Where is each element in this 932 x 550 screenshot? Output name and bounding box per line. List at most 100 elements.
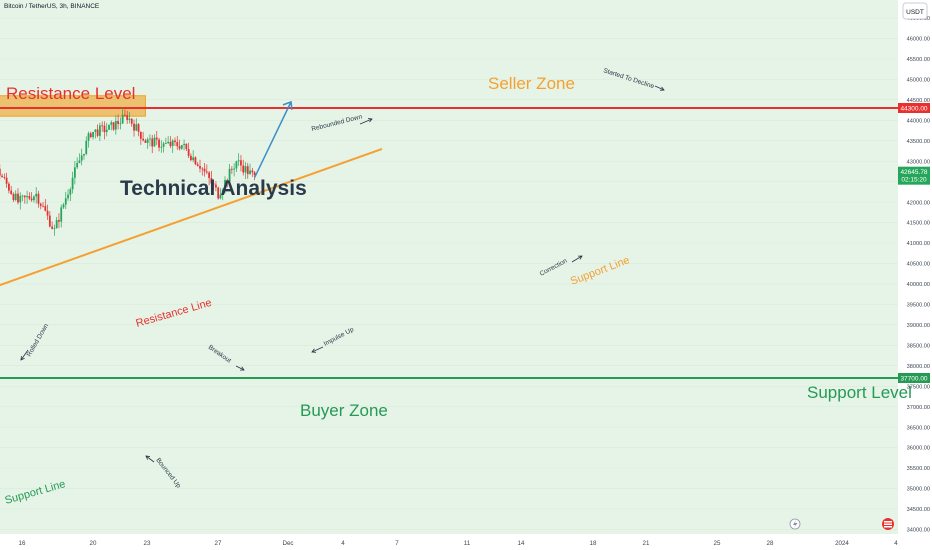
candle (146, 137, 149, 149)
candle-body (92, 131, 94, 138)
symbol-header: Bitcoin / TetherUS, 3h, BINANCE (4, 3, 100, 10)
time-tick-label: 4 (341, 540, 345, 547)
time-tick-label: 2024 (835, 540, 849, 547)
candle-body (35, 193, 38, 197)
candle (119, 117, 122, 130)
breakout-arrow-shaft (235, 365, 245, 371)
candle-body (103, 125, 106, 133)
candle (112, 122, 115, 131)
candle-body (89, 133, 92, 138)
price-tick-label: 35000.00 (907, 487, 930, 493)
candle (242, 159, 245, 176)
candle-body (105, 129, 108, 133)
candle (176, 135, 179, 150)
plot-background (0, 0, 898, 534)
price-tick-label: 38000.00 (907, 364, 930, 370)
candle (217, 186, 220, 200)
candle-body (133, 123, 135, 131)
candle (185, 143, 188, 151)
candle (62, 202, 65, 210)
candle-body (48, 215, 51, 227)
bounced-up-arrow (145, 455, 155, 463)
candle-body (233, 168, 236, 170)
candle (103, 121, 106, 140)
price-tick-label: 37500.00 (907, 384, 930, 390)
candle (144, 138, 147, 143)
candle-body (42, 205, 44, 207)
candle (160, 140, 163, 153)
candle (187, 142, 190, 158)
time-tick-label: 16 (19, 540, 26, 547)
resistance-level-label: Resistance Level (6, 84, 135, 103)
time-axis-panel[interactable] (0, 534, 898, 550)
seller-zone-label: Seller Zone (488, 74, 575, 93)
candle (208, 170, 210, 186)
candle (215, 181, 217, 192)
candle (108, 124, 110, 130)
support-price-text: 37700.00 (900, 375, 927, 382)
price-axis-panel[interactable] (898, 0, 932, 550)
candle (228, 163, 231, 182)
candle-body (226, 179, 229, 182)
candle-body (144, 140, 147, 143)
rolled-down-arrow-shaft (20, 349, 29, 361)
projection-arrow-line (253, 101, 292, 178)
candle-body (117, 120, 119, 124)
price-tick-label: 45000.00 (907, 78, 930, 84)
candle (1, 173, 3, 178)
candle (237, 153, 240, 166)
candle-body (62, 204, 65, 208)
price-tick-label: 34500.00 (907, 507, 930, 513)
candle-body (108, 124, 110, 130)
candle-body (190, 155, 192, 161)
candle-body (14, 193, 17, 200)
correction-arrow-shaft (571, 255, 583, 263)
candle (35, 187, 38, 204)
candle-body (228, 168, 231, 182)
candle (153, 134, 156, 147)
candle (164, 137, 167, 145)
candle-body (203, 168, 206, 172)
candle (194, 156, 197, 166)
started-to-decline-arrow-head (659, 86, 665, 91)
price-tick-label: 36000.00 (907, 446, 930, 452)
candle (37, 190, 40, 208)
candle (10, 186, 13, 195)
candle (96, 124, 99, 138)
candle (17, 188, 19, 205)
price-tick-label: 43500.00 (907, 139, 930, 145)
candle (39, 202, 42, 210)
candle (99, 122, 101, 142)
candle (60, 204, 63, 228)
candle (183, 139, 185, 151)
current-price-text: 42645.78 (900, 169, 927, 176)
candle (126, 110, 129, 124)
candle-body (194, 157, 197, 165)
candle (226, 178, 229, 188)
candle-body (78, 160, 81, 164)
candle-body (101, 125, 104, 127)
support-price-tag: 37700.00 (898, 373, 930, 383)
candle (58, 213, 60, 229)
price-tick-label: 38500.00 (907, 343, 930, 349)
candle-body (71, 177, 74, 190)
candle (246, 162, 249, 179)
candle (5, 172, 8, 188)
candle-body (64, 198, 67, 205)
candle-body (39, 203, 42, 206)
started-to-decline-arrow-shaft (654, 85, 665, 91)
candle-body (178, 146, 181, 149)
bounced-up-arrow-shaft (145, 455, 155, 463)
time-tick-label: 20 (90, 540, 97, 547)
lightning-icon[interactable] (789, 518, 801, 530)
candle (203, 163, 206, 177)
candle-body (83, 153, 85, 156)
candle (253, 171, 256, 181)
started-to-decline-arrow (654, 85, 665, 91)
candle (105, 122, 108, 137)
candle (76, 157, 79, 169)
currency-badge[interactable]: USDT (902, 2, 928, 20)
candle-body (67, 194, 69, 199)
candles (0, 107, 256, 236)
